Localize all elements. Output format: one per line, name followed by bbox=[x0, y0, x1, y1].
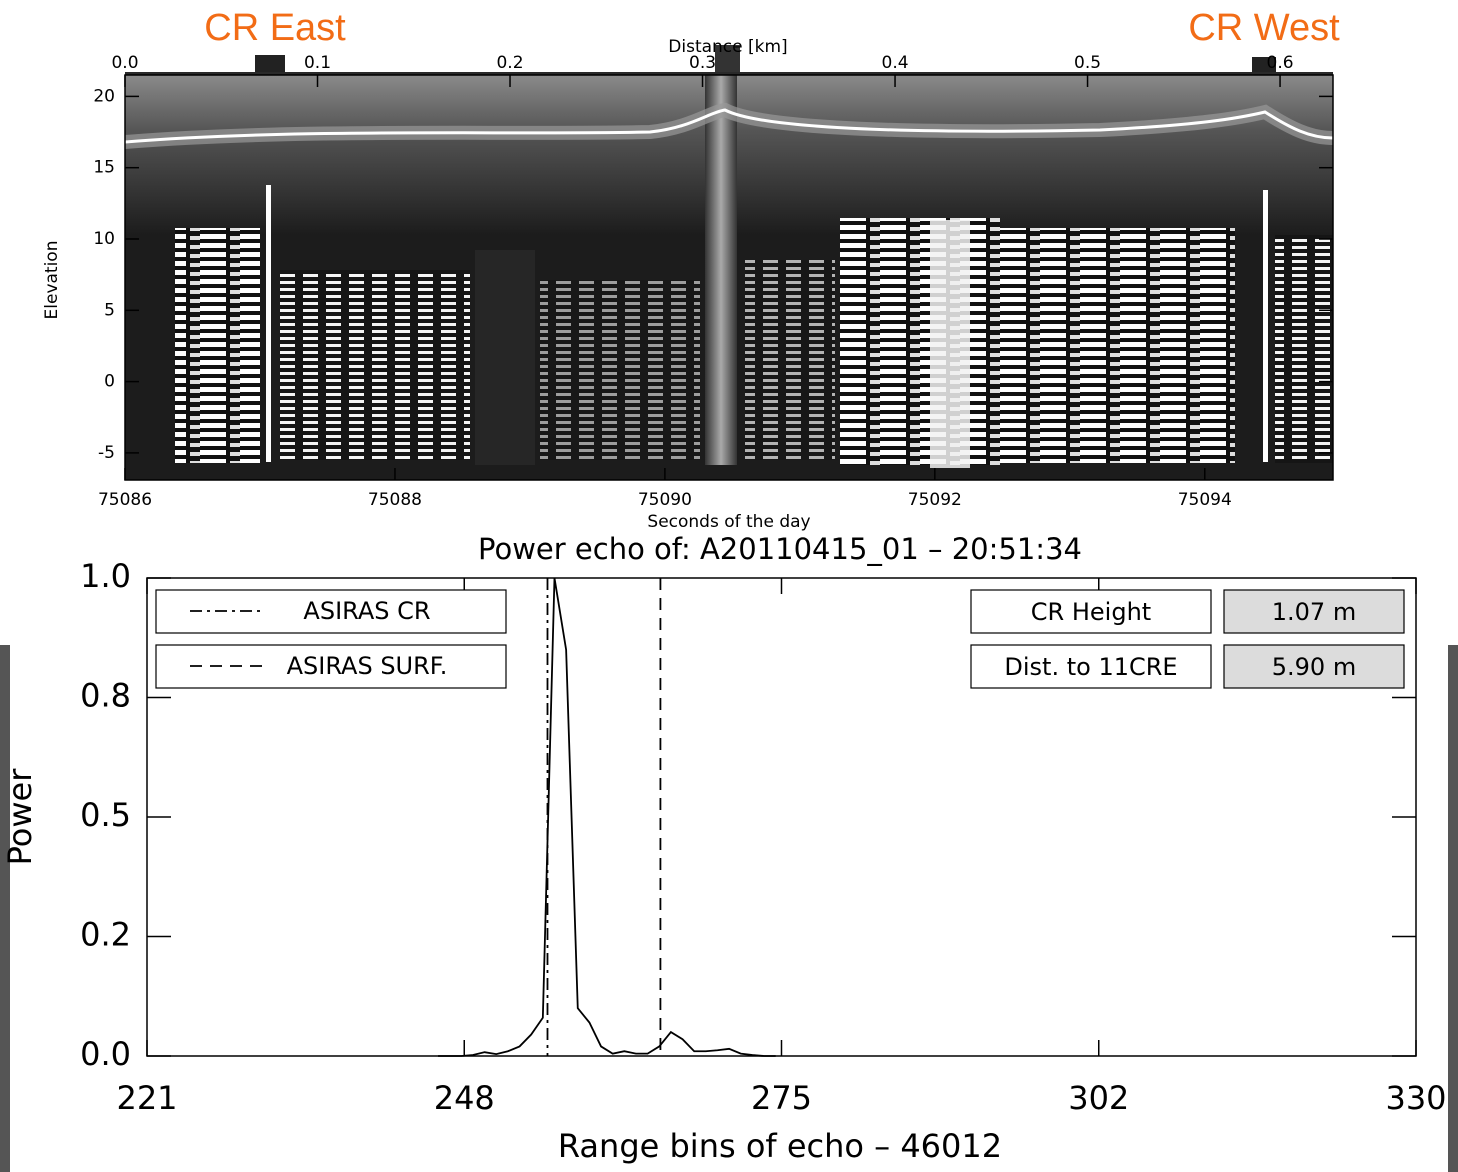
legend-box bbox=[155, 589, 507, 634]
y-tick-label: 0.2 bbox=[80, 916, 131, 954]
x2-tick-label: 0.0 bbox=[111, 53, 138, 73]
legend-label: ASIRAS SURF. bbox=[287, 652, 448, 680]
info-value: 5.90 m bbox=[1272, 653, 1356, 681]
info-box bbox=[970, 644, 1212, 689]
x-tick-label: 75086 bbox=[98, 490, 152, 510]
y-axis-label: Elevation bbox=[42, 241, 62, 320]
x-tick-label: 75092 bbox=[908, 490, 962, 510]
x2-axis-label: Distance [km] bbox=[668, 37, 787, 57]
y-tick-label: 0 bbox=[104, 372, 115, 392]
x-tick-label: 75090 bbox=[638, 490, 692, 510]
info-value: 1.07 m bbox=[1272, 598, 1356, 626]
chart-title: Power echo of: A20110415_01 – 20:51:34 bbox=[478, 532, 1082, 566]
x2-tick-label: 0.5 bbox=[1074, 53, 1101, 73]
y-tick-label: 10 bbox=[93, 229, 115, 249]
y-tick-label: 0.8 bbox=[80, 677, 131, 715]
info-box bbox=[1223, 589, 1405, 634]
plot-frame bbox=[124, 74, 1334, 481]
y-tick-label: -5 bbox=[98, 443, 115, 463]
x-tick-label: 275 bbox=[751, 1079, 812, 1117]
legend-label: ASIRAS CR bbox=[303, 597, 430, 625]
y-tick-label: 20 bbox=[93, 86, 115, 106]
x2-tick-label: 0.2 bbox=[496, 53, 523, 73]
x-axis-label: Range bins of echo – 46012 bbox=[558, 1127, 1002, 1165]
info-box bbox=[970, 589, 1212, 634]
y-tick-label: 0.5 bbox=[80, 796, 131, 834]
x2-tick-label: 0.1 bbox=[304, 53, 331, 73]
info-box bbox=[1223, 644, 1405, 689]
y-tick-label: 5 bbox=[104, 300, 115, 320]
x-tick-label: 248 bbox=[434, 1079, 495, 1117]
x2-tick-label: 0.4 bbox=[882, 53, 909, 73]
x-tick-label: 221 bbox=[116, 1079, 177, 1117]
x2-tick-label: 0.3 bbox=[689, 53, 716, 73]
annotation: CR East bbox=[204, 7, 346, 49]
info-label: Dist. to 11CRE bbox=[1004, 653, 1177, 681]
x-tick-label: 75094 bbox=[1178, 490, 1232, 510]
x-tick-label: 330 bbox=[1385, 1079, 1446, 1117]
y-axis-label: Power bbox=[1, 768, 39, 866]
y-tick-label: 0.0 bbox=[80, 1035, 131, 1073]
y-tick-label: 15 bbox=[93, 158, 115, 178]
side-bar bbox=[0, 645, 10, 1172]
x-axis-label: Seconds of the day bbox=[647, 512, 810, 532]
radargram-image bbox=[124, 45, 1334, 480]
x2-tick-label: 0.6 bbox=[1267, 53, 1294, 73]
annotation: CR West bbox=[1188, 7, 1340, 49]
x-tick-label: 302 bbox=[1068, 1079, 1129, 1117]
x-tick-label: 75088 bbox=[368, 490, 422, 510]
info-label: CR Height bbox=[1031, 598, 1151, 626]
data-line bbox=[438, 577, 776, 1057]
side-bar bbox=[1448, 645, 1458, 1172]
y-tick-label: 1.0 bbox=[80, 557, 131, 595]
